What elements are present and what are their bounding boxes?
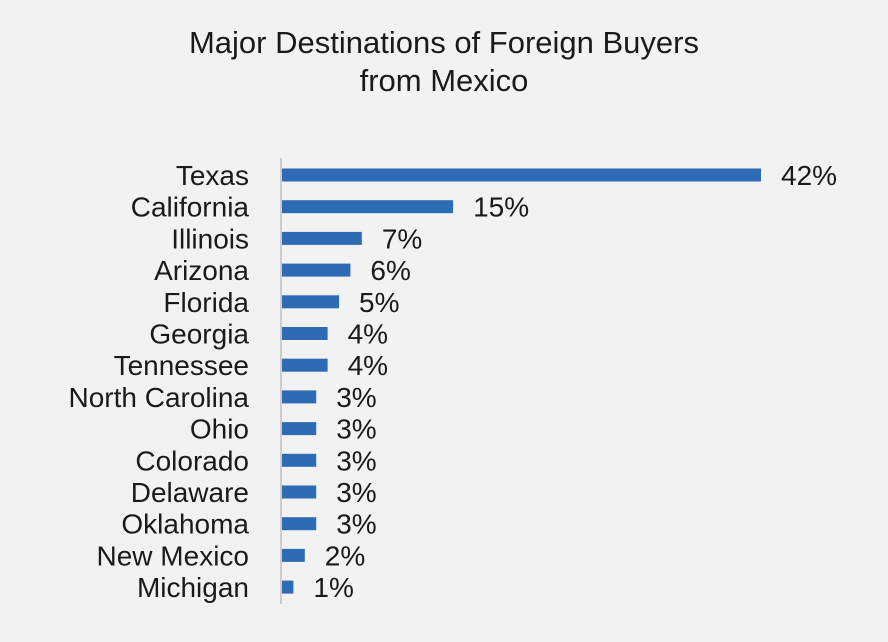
bar-tennessee xyxy=(282,358,328,372)
bar-new-mexico xyxy=(282,548,305,562)
value-label-north-carolina: 3% xyxy=(336,382,376,413)
category-label-tennessee: Tennessee xyxy=(114,350,249,381)
bar-delaware xyxy=(282,485,317,499)
bar-illinois xyxy=(282,231,362,245)
category-label-texas: Texas xyxy=(176,160,249,191)
category-label-new-mexico: New Mexico xyxy=(97,540,249,571)
chart-title-line-2: from Mexico xyxy=(359,63,529,98)
chart-title: Major Destinations of Foreign Buyers fro… xyxy=(0,24,888,100)
value-label-florida: 5% xyxy=(359,287,399,318)
value-label-delaware: 3% xyxy=(336,477,376,508)
value-label-ohio: 3% xyxy=(336,414,376,445)
bar-michigan xyxy=(282,580,294,594)
category-label-california: California xyxy=(131,192,250,223)
value-label-arizona: 6% xyxy=(370,255,410,286)
value-label-colorado: 3% xyxy=(336,445,376,476)
category-label-delaware: Delaware xyxy=(131,477,249,508)
bar-texas xyxy=(282,168,761,182)
chart-title-line-1: Major Destinations of Foreign Buyers xyxy=(188,25,699,60)
bar-oklahoma xyxy=(282,517,317,531)
category-label-michigan: Michigan xyxy=(137,572,249,603)
bar-florida xyxy=(282,295,340,309)
value-label-new-mexico: 2% xyxy=(325,540,365,571)
bar-california xyxy=(282,200,454,214)
category-label-florida: Florida xyxy=(163,287,249,318)
category-label-arizona: Arizona xyxy=(154,255,249,286)
category-label-illinois: Illinois xyxy=(171,223,249,254)
bars-layer: Texas 42% California 15% Illinois 7% Arizona 6%… xyxy=(68,160,837,603)
bar-arizona xyxy=(282,263,351,277)
category-label-north-carolina: North Carolina xyxy=(68,382,249,413)
value-label-illinois: 7% xyxy=(382,223,422,254)
value-label-georgia: 4% xyxy=(348,319,388,350)
bar-georgia xyxy=(282,327,328,340)
category-label-georgia: Georgia xyxy=(149,319,249,350)
value-label-michigan: 1% xyxy=(313,572,353,603)
bar-colorado xyxy=(282,453,317,467)
bar-north-carolina xyxy=(282,390,317,404)
value-label-oklahoma: 3% xyxy=(336,509,376,540)
category-label-oklahoma: Oklahoma xyxy=(121,509,249,540)
value-label-california: 15% xyxy=(473,192,529,223)
value-label-tennessee: 4% xyxy=(348,350,388,381)
bar-ohio xyxy=(282,422,317,436)
category-label-ohio: Ohio xyxy=(190,414,249,445)
value-label-texas: 42% xyxy=(781,160,837,191)
category-label-colorado: Colorado xyxy=(135,445,249,476)
